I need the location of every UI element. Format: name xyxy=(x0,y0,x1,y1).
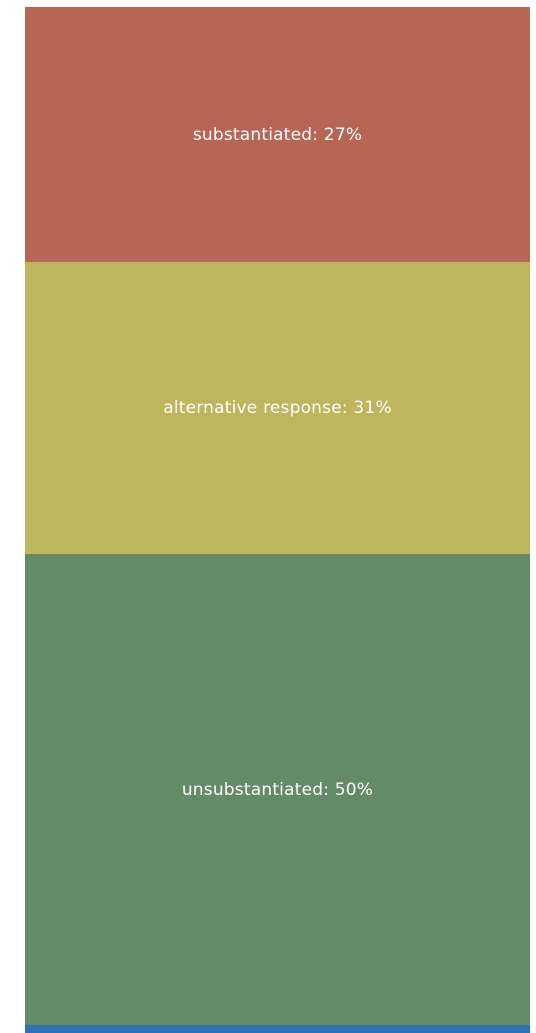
segment-label-alternative-response: alternative response: 31% xyxy=(163,398,392,418)
bar-segment-substantiated: substantiated: 27% xyxy=(25,7,530,262)
segment-label-substantiated: substantiated: 27% xyxy=(192,124,363,145)
segment-label-unsubstantiated: unsubstantiated: 50% xyxy=(181,779,374,800)
bar-segment-alternative-response: alternative response: 31% xyxy=(25,262,530,554)
bottom-accent-bar xyxy=(25,1025,530,1033)
bar-segment-unsubstantiated: unsubstantiated: 50% xyxy=(25,554,530,1025)
stacked-bar-chart: substantiated: 27% alternative response: … xyxy=(25,7,530,1033)
